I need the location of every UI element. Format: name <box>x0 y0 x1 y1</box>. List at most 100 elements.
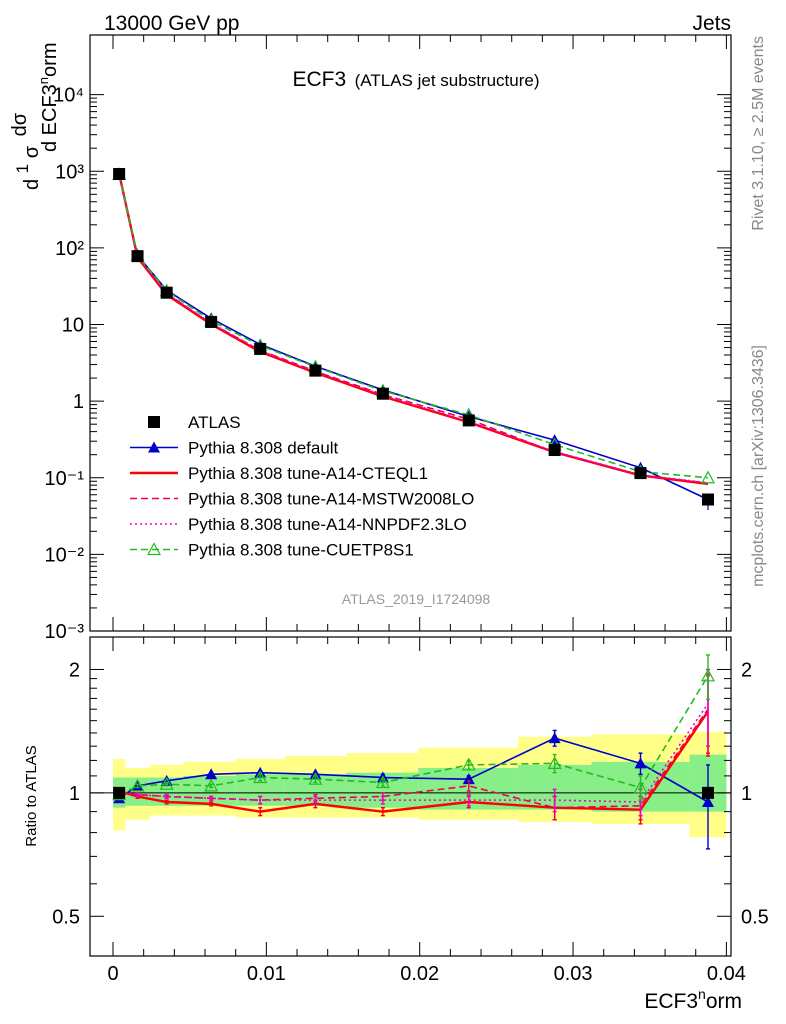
plot-title-main: ECF3 <box>293 68 347 91</box>
data-point <box>462 414 475 427</box>
x-tick-label: 0.03 <box>554 963 593 985</box>
series-line <box>118 174 709 479</box>
header-right-label: Jets <box>692 12 731 35</box>
data-point <box>160 286 173 299</box>
ratio-point <box>159 776 174 790</box>
y-tick-label: 10⁻³ <box>45 621 85 643</box>
series-2 <box>117 173 709 486</box>
rivet-version-label: Rivet 3.1.10, ≥ 2.5M events <box>750 36 767 231</box>
data-point <box>254 342 267 355</box>
ratio-point <box>700 668 716 682</box>
mcplots-label: mcplots.cern.ch [arXiv:1306.3436] <box>750 345 767 587</box>
series-5 <box>112 167 716 484</box>
ratio-point <box>462 773 475 785</box>
legend-label: Pythia 8.308 tune-A14-MSTW2008LO <box>188 490 474 509</box>
x-tick-label: 0.02 <box>400 963 439 985</box>
analysis-id-label: ATLAS_2019_I1724098 <box>342 591 491 607</box>
y-tick-label: 10 <box>62 315 84 337</box>
x-tick-label: 0.04 <box>707 963 746 985</box>
y-tick-label: 1 <box>73 391 84 413</box>
y-tick-label: 10² <box>55 238 84 260</box>
legend-entry: ATLAS <box>148 413 241 432</box>
x-axis-label: ECF3norm <box>644 986 742 1013</box>
ratio-data-point <box>113 786 126 799</box>
ratio-data-points <box>113 786 714 799</box>
legend-entry: Pythia 8.308 tune-A14-MSTW2008LO <box>130 490 474 509</box>
y-label-denominator: d ECF3norm <box>36 43 61 153</box>
y-label-sigma: σ <box>21 145 43 158</box>
ratio-tick-label: 1 <box>69 783 80 805</box>
ratio-series-group <box>112 654 716 850</box>
legend-entry: Pythia 8.308 tune-CUETP8S1 <box>130 541 414 560</box>
series-line <box>118 173 709 484</box>
ratio-point <box>547 756 562 769</box>
data-point <box>131 250 144 263</box>
legend-entry: Pythia 8.308 tune-A14-CTEQL1 <box>130 464 428 483</box>
legend-marker <box>148 441 160 453</box>
series-point <box>700 470 716 484</box>
ratio-point <box>205 768 218 780</box>
series-0 <box>113 168 714 510</box>
main-panel-frame <box>89 34 732 632</box>
plot-title: ECF3 (ATLAS jet substructure) <box>293 68 540 91</box>
ratio-point <box>634 757 647 769</box>
legend-label: Pythia 8.308 default <box>188 439 339 458</box>
ratio-point <box>204 778 219 792</box>
ratio-point <box>253 770 268 784</box>
y-tick-label: 10⁴ <box>53 85 84 107</box>
series-4 <box>118 173 709 484</box>
x-tick-label: 0 <box>107 963 118 985</box>
y-label-num: d <box>21 179 43 190</box>
y-label-dsigma: dσ <box>9 112 31 136</box>
header-left-label: 13000 GeV pp <box>104 12 239 35</box>
ratio-point <box>130 778 145 792</box>
legend-entry: Pythia 8.308 default <box>130 439 339 458</box>
x-tick-label: 0.01 <box>247 963 286 985</box>
legend-label: Pythia 8.308 tune-A14-CTEQL1 <box>188 464 428 483</box>
legend-label: ATLAS <box>188 413 241 432</box>
ratio-panel-frame <box>89 636 732 957</box>
legend-label: Pythia 8.308 tune-A14-NNPDF2.3LO <box>188 515 467 534</box>
series-line <box>118 173 709 484</box>
y-label-one: 1 <box>13 164 32 173</box>
ratio-panel: 0.5 0.5 1 1 2 2 0 0.01 0.02 0.03 0.04 Ratio to AT… <box>23 636 769 1013</box>
data-point <box>376 387 389 400</box>
ratio-point <box>375 775 390 789</box>
y-tick-label: 10⁻² <box>45 544 85 566</box>
y-tick-label: 10³ <box>55 161 84 183</box>
legend-marker <box>146 542 162 556</box>
ratio-point <box>701 795 714 807</box>
y-axis-label-top: d 1 σ dσ d ECF3norm <box>9 43 61 191</box>
series-3 <box>118 173 709 484</box>
plot-title-sub: (ATLAS jet substructure) <box>355 71 540 90</box>
main-panel: 10⁻³ 10⁻² 10⁻¹ 1 10 10² 10³ 10⁴ ECF3 (ATLAS jet… <box>45 34 732 643</box>
data-point <box>701 493 714 506</box>
data-point <box>634 467 647 480</box>
ratio-tick-label: 0.5 <box>52 906 80 928</box>
data-point <box>309 364 322 377</box>
data-point <box>205 315 218 328</box>
ratio-point <box>633 780 648 794</box>
ratio-tick-label-right: 0.5 <box>741 906 769 928</box>
legend: ATLAS Pythia 8.308 default Pythia 8.308 tu… <box>130 413 474 560</box>
svg-text:d 1 σ dσ: d 1 σ dσ <box>9 112 43 190</box>
y-tick-label: 10⁻¹ <box>45 468 85 490</box>
ratio-point <box>308 771 323 785</box>
ratio-line <box>119 708 709 809</box>
legend-entry: Pythia 8.308 tune-A14-NNPDF2.3LO <box>130 515 467 534</box>
main-series-group <box>112 167 716 510</box>
legend-label: Pythia 8.308 tune-CUETP8S1 <box>188 541 414 560</box>
ratio-tick-label: 2 <box>69 659 80 681</box>
ratio-data-point <box>701 786 714 799</box>
ratio-point <box>461 757 476 771</box>
ratio-point <box>548 732 561 744</box>
ratio-line <box>119 703 709 803</box>
legend-marker <box>148 416 160 428</box>
data-point <box>548 444 561 457</box>
ratio-line <box>118 675 709 796</box>
ratio-bands <box>113 731 727 838</box>
ratio-tick-label-right: 1 <box>741 783 752 805</box>
ratio-y-label: Ratio to ATLAS <box>23 745 40 846</box>
data-point <box>113 168 126 181</box>
